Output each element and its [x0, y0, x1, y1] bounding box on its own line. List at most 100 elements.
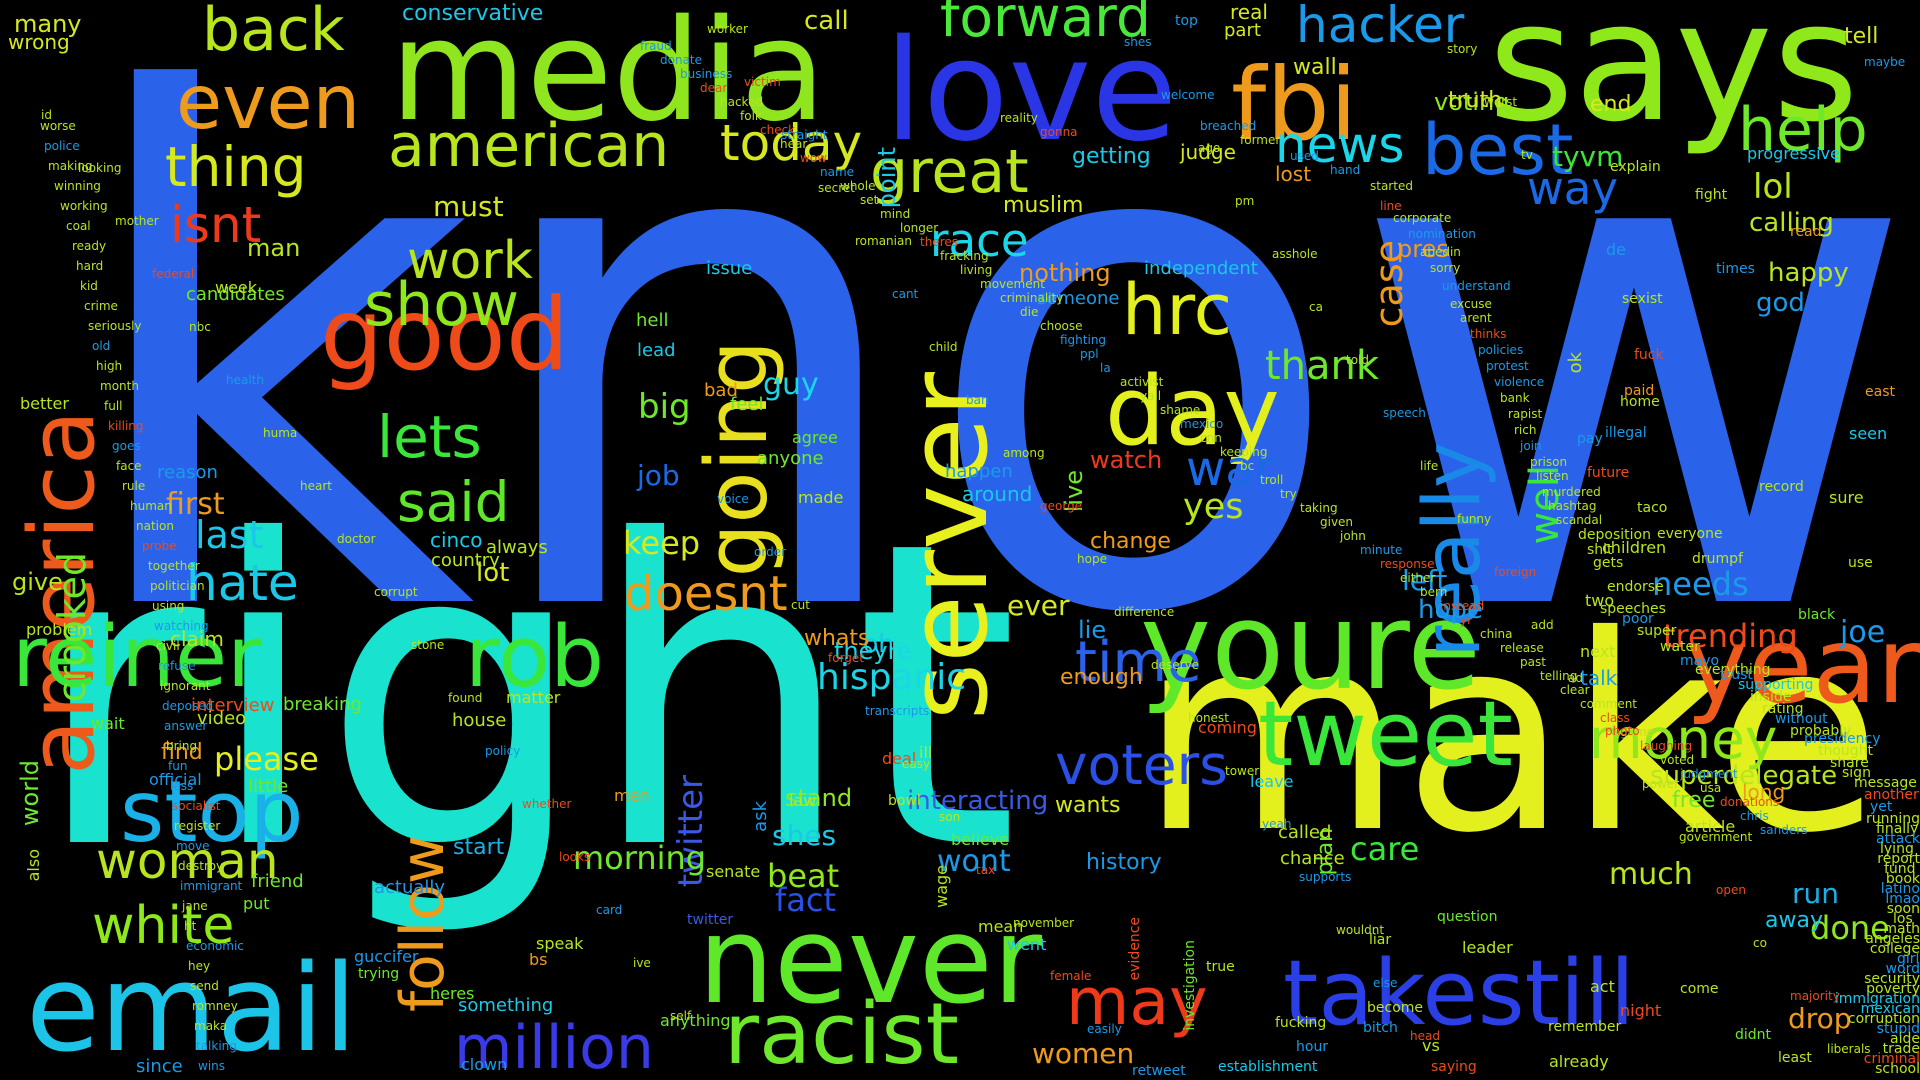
word-366: business [680, 67, 733, 81]
word-280: immigration [1834, 991, 1920, 1007]
word-286: criminal [1863, 1051, 1920, 1067]
word-228: fight [1695, 187, 1728, 203]
word-265: lying [1880, 841, 1914, 857]
word-155: official [149, 770, 202, 789]
word-65: big [638, 387, 691, 427]
word-369: folk [740, 109, 762, 123]
word-372: wow [800, 151, 827, 165]
word-423: cut [791, 598, 810, 612]
word-189: called [1278, 822, 1332, 843]
word-476: cant [892, 287, 919, 301]
word-418: donations [1720, 795, 1780, 809]
word-281: mexican [1860, 1001, 1920, 1017]
word-214: two [1585, 591, 1615, 610]
word-132: nothing [1019, 259, 1111, 287]
word-271: soon [1886, 901, 1920, 917]
word-80: pres [1397, 235, 1449, 263]
word-429: november [1013, 916, 1075, 930]
word-333: face [116, 459, 142, 473]
word-224: east [1865, 384, 1895, 400]
word-244: poor [1622, 611, 1654, 627]
word-361: maka [194, 1019, 228, 1033]
word-492: worst [1484, 95, 1518, 109]
word-182: bowl [888, 793, 921, 809]
word-382: criminality [1000, 291, 1064, 305]
word-167: ask [750, 800, 771, 832]
word-350: socialist [172, 799, 221, 813]
word-300: understand [1442, 279, 1511, 293]
word-22: day [1105, 357, 1280, 467]
word-358: hey [188, 959, 211, 973]
word-327: old [92, 339, 111, 353]
word-380: living [960, 263, 993, 277]
word-414: laughing [1640, 739, 1693, 753]
word-93: left [1402, 564, 1448, 597]
word-288: reality [1000, 111, 1038, 125]
word-479: among [1003, 446, 1045, 460]
word-190: chance [1280, 848, 1345, 869]
word-433: welcome [1161, 88, 1215, 102]
word-405: yr [1460, 613, 1473, 627]
word-317: police [44, 139, 80, 153]
word-62: please [214, 740, 319, 778]
word-426: easy [902, 757, 931, 771]
word-463: stone [411, 638, 445, 652]
word-462: corrupt [374, 585, 418, 599]
word-427: son [939, 810, 961, 824]
word-172: bs [529, 950, 548, 969]
word-151: interview [191, 695, 275, 716]
word-144: around [962, 482, 1033, 506]
word-421: voice [717, 492, 749, 506]
word-376: mind [880, 207, 911, 221]
word-11: fbi [1231, 46, 1358, 163]
word-447: government [1679, 830, 1753, 844]
word-344: ignorant [160, 679, 211, 693]
word-142: made [798, 488, 844, 507]
word-150: problem [26, 620, 93, 639]
word-354: immigrant [180, 879, 243, 893]
word-460: heart [300, 479, 332, 493]
word-471: worker [707, 22, 748, 36]
word-72: morning [573, 839, 707, 877]
word-379: fracking [940, 249, 989, 263]
word-207: saying [1431, 1059, 1477, 1075]
word-459: huma [263, 426, 298, 440]
word-302: arent [1460, 311, 1492, 325]
word-434: ago [1198, 141, 1221, 155]
word-87: ever [1007, 589, 1070, 622]
word-211: leader [1462, 938, 1513, 957]
word-107: find [161, 740, 203, 765]
word-140: agree [792, 428, 838, 447]
word-456: federal [152, 267, 195, 281]
word-409: telling [1540, 669, 1578, 683]
word-227: sexist [1622, 291, 1663, 307]
word-415: voted [1660, 753, 1695, 767]
word-70: fact [775, 881, 837, 919]
word-166: men [614, 786, 650, 805]
word-487: supports [1299, 870, 1352, 884]
word-73: care [1350, 830, 1420, 868]
word-199: vs [1422, 1036, 1440, 1055]
word-384: choose [1040, 319, 1083, 333]
word-69: needs [1652, 565, 1749, 603]
word-139: bad [704, 380, 738, 401]
word-368: hacked [720, 95, 764, 109]
word-7: email [26, 940, 357, 1079]
word-363: wins [198, 1059, 226, 1073]
word-453: id [41, 108, 52, 122]
word-320: working [60, 199, 108, 213]
word-114: whats [804, 626, 870, 651]
word-156: little [248, 776, 289, 797]
word-398: given [1320, 515, 1354, 529]
word-84: calling [1749, 208, 1834, 238]
word-219: everyone [1657, 526, 1723, 542]
word-386: ppl [1080, 347, 1099, 361]
word-436: asshole [1272, 247, 1318, 261]
word-345: deposed [162, 699, 214, 713]
word-74: much [1609, 857, 1693, 892]
word-192: investigation [1182, 939, 1198, 1031]
word-416: judgment [1680, 767, 1738, 781]
word-121: getting [1072, 144, 1151, 169]
word-112: history [1086, 850, 1162, 875]
word-148: reason [157, 462, 218, 483]
